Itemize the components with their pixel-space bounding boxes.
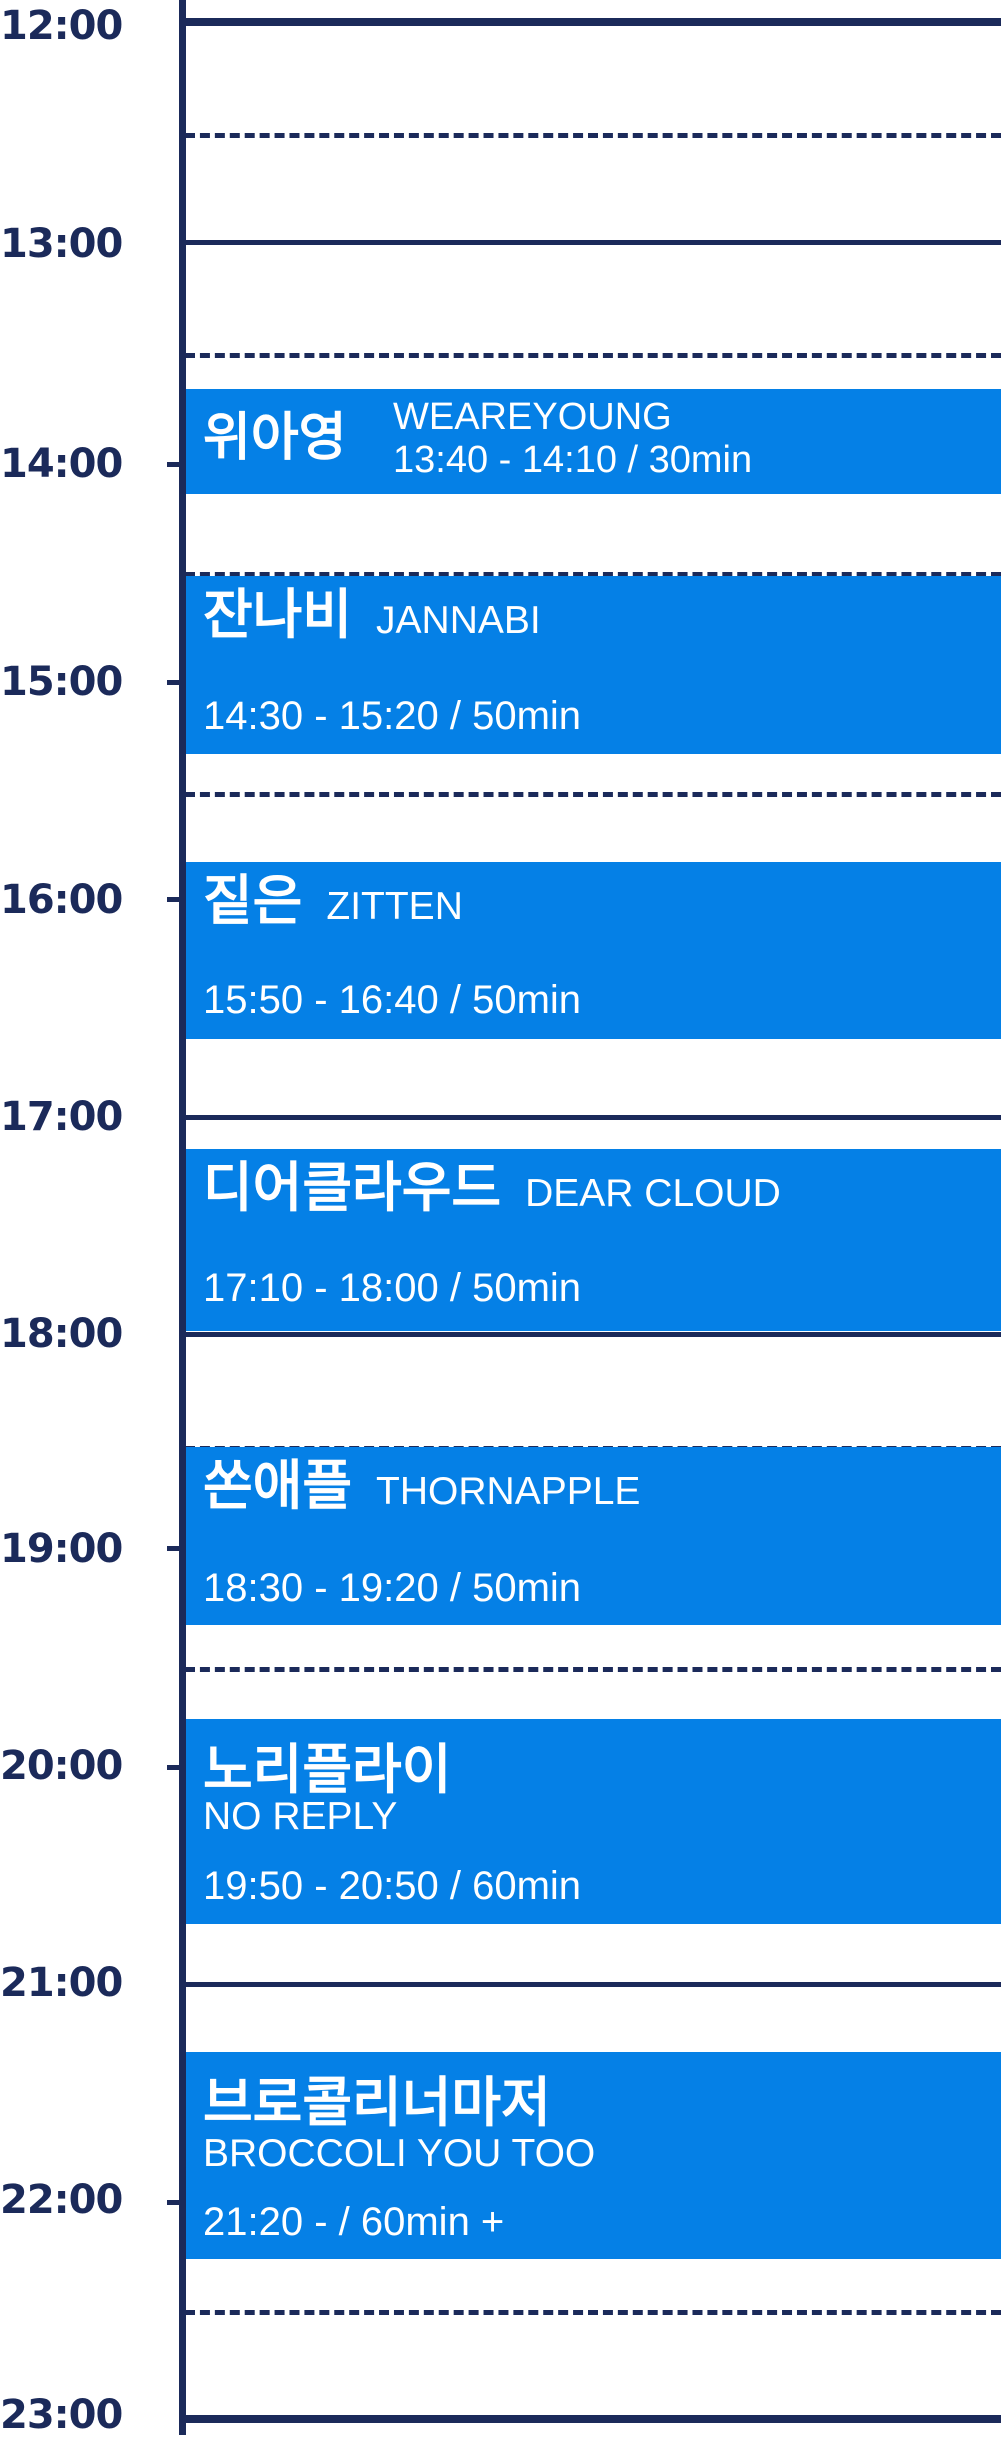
hour-line-2300 xyxy=(185,2415,1001,2423)
performance-time: 15:50 - 16:40 / 50min xyxy=(203,978,582,1022)
performance-time: 18:30 - 19:20 / 50min xyxy=(203,1566,582,1610)
hour-label: 15:00 xyxy=(0,659,123,705)
performance-block-weareyoung[interactable]: 위아영 WEAREYOUNG 13:40 - 14:10 / 30min xyxy=(186,389,1001,494)
hour-label: 14:00 xyxy=(0,441,123,487)
hour-label: 16:00 xyxy=(0,877,123,923)
hour-tick xyxy=(167,897,183,902)
performance-title: 쏜애플 THORNAPPLE xyxy=(203,1459,640,1513)
half-hour-line-1530 xyxy=(185,792,1001,797)
performance-name-ko: 디어클라우드 xyxy=(203,1156,502,1219)
performance-name-ko: 쏜애플 xyxy=(203,1454,353,1517)
performance-name-ko: 노리플라이 xyxy=(203,1738,452,1801)
performance-name-en: NO REPLY xyxy=(203,1795,398,1838)
hour-line-1300 xyxy=(185,240,1001,245)
performance-time: 13:40 - 14:10 / 30min xyxy=(393,439,753,481)
performance-title: 디어클라우드 DEAR CLOUD xyxy=(203,1161,781,1215)
performance-title: 짙은 ZITTEN xyxy=(203,874,463,928)
hour-label: 23:00 xyxy=(0,2392,123,2438)
performance-name-en: ZITTEN xyxy=(326,885,463,928)
performance-name-ko: 브로콜리너마저 xyxy=(203,2071,551,2134)
performance-block-zitten[interactable]: 짙은 ZITTEN 15:50 - 16:40 / 50min xyxy=(186,862,1001,1039)
timeline-axis xyxy=(179,0,186,2435)
performance-block-no-reply[interactable]: 노리플라이 NO REPLY 19:50 - 20:50 / 60min xyxy=(186,1719,1001,1924)
performance-title: 잔나비 JANNABI xyxy=(203,588,541,642)
half-hour-line-1930 xyxy=(185,1667,1001,1672)
hour-line-2100 xyxy=(185,1982,1001,1987)
hour-label: 21:00 xyxy=(0,1960,123,2006)
half-hour-line-1330 xyxy=(185,353,1001,358)
hour-label: 12:00 xyxy=(0,3,123,49)
performance-name-en: WEAREYOUNG xyxy=(393,396,672,438)
hour-tick xyxy=(167,462,183,467)
hour-line-1700 xyxy=(185,1115,1001,1120)
half-hour-line-1230 xyxy=(185,133,1001,138)
performance-block-jannabi[interactable]: 잔나비 JANNABI 14:30 - 15:20 / 50min xyxy=(186,576,1001,754)
performance-name-en: DEAR CLOUD xyxy=(525,1172,781,1215)
hour-label: 13:00 xyxy=(0,221,123,267)
hour-tick xyxy=(167,680,183,685)
performance-name-en: THORNAPPLE xyxy=(376,1470,641,1513)
performance-name-en: BROCCOLI YOU TOO xyxy=(203,2132,596,2175)
hour-label: 19:00 xyxy=(0,1526,123,1572)
performance-time: 14:30 - 15:20 / 50min xyxy=(203,694,582,738)
performance-block-dear-cloud[interactable]: 디어클라우드 DEAR CLOUD 17:10 - 18:00 / 50min xyxy=(186,1149,1001,1331)
performance-name-ko: 잔나비 xyxy=(203,583,353,646)
half-hour-line-1430 xyxy=(185,572,1001,577)
performance-time: 17:10 - 18:00 / 50min xyxy=(203,1266,582,1310)
hour-line-1200 xyxy=(185,18,1001,26)
performance-name-ko: 짙은 xyxy=(203,869,303,932)
hour-label: 18:00 xyxy=(0,1311,123,1357)
hour-label: 17:00 xyxy=(0,1094,123,1140)
half-hour-line-2230 xyxy=(185,2310,1001,2315)
performance-time: 19:50 - 20:50 / 60min xyxy=(203,1864,582,1908)
hour-line-1800 xyxy=(185,1332,1001,1337)
performance-block-broccoli-you-too[interactable]: 브로콜리너마저 BROCCOLI YOU TOO 21:20 - / 60min… xyxy=(186,2052,1001,2259)
performance-block-thornapple[interactable]: 쏜애플 THORNAPPLE 18:30 - 19:20 / 50min xyxy=(186,1447,1001,1625)
hour-label: 22:00 xyxy=(0,2177,123,2223)
hour-tick xyxy=(167,1546,183,1551)
performance-name-en: JANNABI xyxy=(376,599,541,642)
performance-time: 21:20 - / 60min + xyxy=(203,2200,505,2244)
hour-label: 20:00 xyxy=(0,1743,123,1789)
hour-tick xyxy=(167,1765,183,1770)
performance-name-ko: 위아영 xyxy=(203,408,347,468)
hour-tick xyxy=(167,2200,183,2205)
